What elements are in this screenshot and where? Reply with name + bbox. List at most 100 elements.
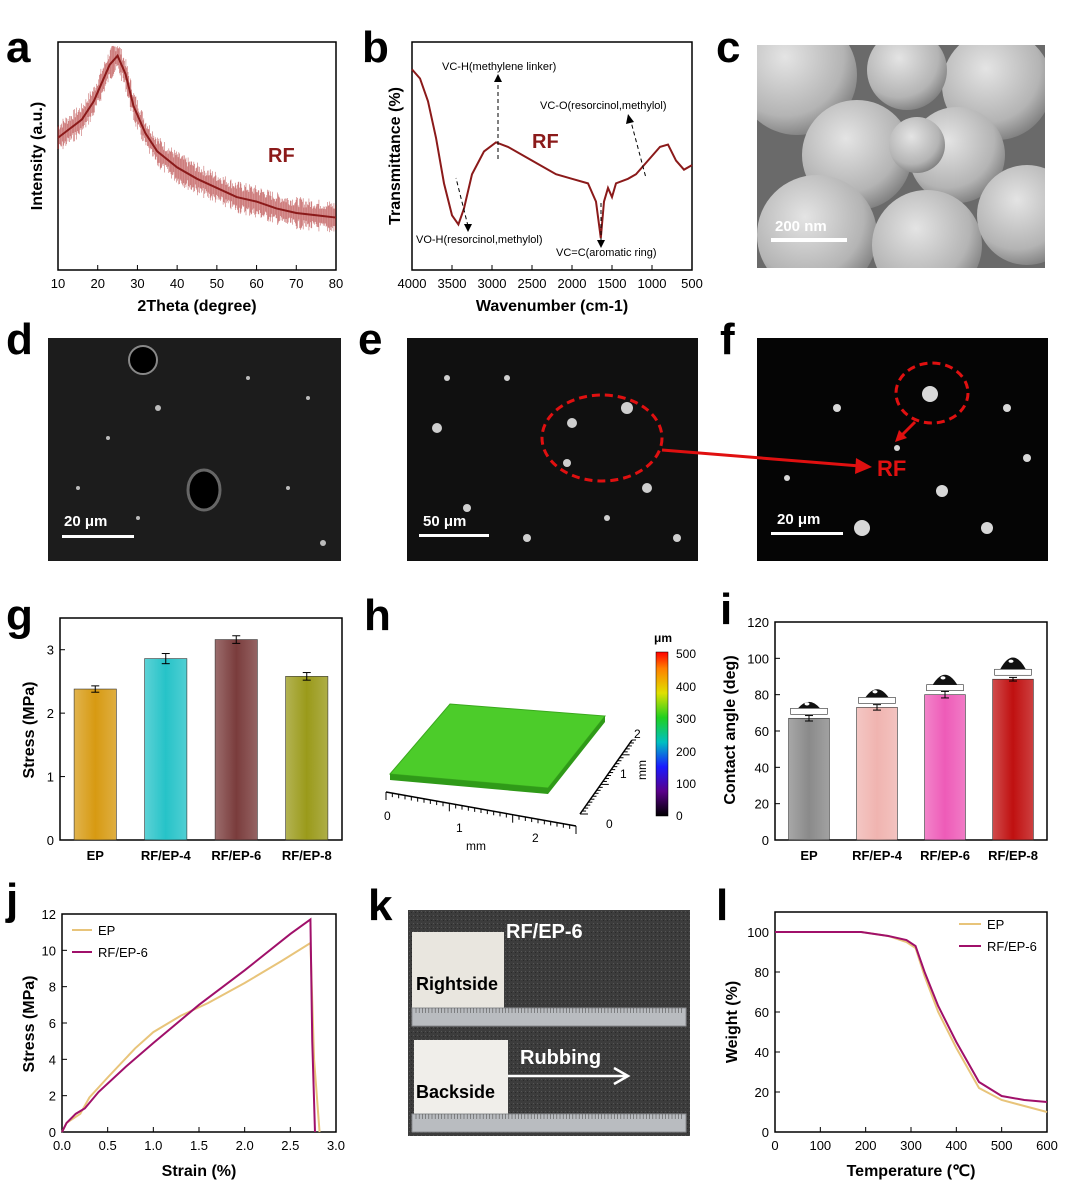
connector-arrow bbox=[661, 448, 872, 474]
x-tick-label: 30 bbox=[130, 276, 144, 291]
x-tick-label: 4000 bbox=[398, 276, 427, 291]
sample-rightside bbox=[412, 932, 504, 1008]
x-tick-label: 500 bbox=[681, 276, 703, 291]
panel-letter-k: k bbox=[368, 881, 393, 930]
y-tick-label: 40 bbox=[755, 1045, 769, 1060]
panel-letter-h: h bbox=[364, 591, 391, 640]
rf-label: RF bbox=[877, 456, 906, 481]
tga-chart: 0 100 200 300 400 500 600 0 20 40 60 80 100 EP RF/EP… bbox=[724, 911, 1058, 1180]
y-tick-label: 0 bbox=[762, 833, 769, 848]
x-tick-label: 3000 bbox=[478, 276, 507, 291]
y-axis-label: Contact angle (deg) bbox=[722, 655, 739, 804]
water-droplet bbox=[932, 674, 958, 685]
y-tick-label: 8 bbox=[49, 980, 56, 995]
plot-frame bbox=[411, 41, 693, 271]
y-tick-label: 12 bbox=[42, 907, 56, 922]
annotation-cc: VC=C(aromatic ring) bbox=[556, 247, 657, 259]
y-tick-label: 20 bbox=[755, 797, 769, 812]
panel-letter-g: g bbox=[6, 591, 33, 640]
x-tick-label: 3500 bbox=[438, 276, 467, 291]
water-droplet bbox=[798, 701, 820, 709]
droplet-highlight bbox=[804, 702, 810, 706]
sample-title: RF/EP-6 bbox=[506, 921, 583, 943]
xrd-noise bbox=[57, 45, 336, 233]
y-tick-label: 20 bbox=[755, 1085, 769, 1100]
x-tick: 1 bbox=[456, 821, 463, 835]
panel-letter-i: i bbox=[720, 585, 733, 634]
y-tick-label: 80 bbox=[755, 965, 769, 980]
contact-angle-bar-chart: EP RF/EP-4 RF/EP-6 RF/EP-8 020406080100120 … bbox=[722, 615, 1048, 863]
arrowhead bbox=[597, 240, 605, 248]
x-tick-label: 0.5 bbox=[99, 1138, 117, 1153]
y-tick-label: 2 bbox=[49, 1089, 56, 1104]
bar-rfep-8 bbox=[285, 676, 329, 841]
x-axis-label: Temperature (℃) bbox=[847, 1163, 976, 1180]
colorbar-tick: 0 bbox=[676, 809, 683, 823]
sem-image-rf: 200 nm bbox=[757, 45, 1045, 268]
arrowhead bbox=[464, 224, 472, 232]
legend-ep: EP bbox=[987, 917, 1004, 932]
series-line-ep bbox=[61, 941, 321, 1133]
y-tick-label: 60 bbox=[755, 724, 769, 739]
highlight-circle bbox=[540, 393, 664, 483]
y-axis-label: Stress (MPa) bbox=[21, 682, 38, 779]
y-axis-label: Weight (%) bbox=[724, 981, 741, 1063]
x-tick-label: 70 bbox=[289, 276, 303, 291]
x-category-label: RF/EP-6 bbox=[920, 848, 970, 863]
series-line-ep bbox=[775, 931, 1048, 1113]
colorbar bbox=[655, 651, 669, 817]
stress-strain-chart: 0.0 0.5 1.0 1.5 2.0 2.5 3.0 0 2 4 6 8 10 12 EP RF/EP-… bbox=[21, 907, 345, 1180]
bar-ep bbox=[73, 688, 117, 841]
bar-rfep-4 bbox=[144, 658, 188, 841]
ruler-bottom bbox=[411, 1113, 687, 1133]
panel-letter-a: a bbox=[6, 23, 31, 72]
arrowhead bbox=[494, 74, 502, 82]
substrate-strip bbox=[926, 684, 964, 691]
rightside-label: Rightside bbox=[416, 974, 498, 994]
panel-letter-j: j bbox=[6, 875, 19, 924]
colorbar-tick: 100 bbox=[676, 777, 696, 791]
scalebar bbox=[419, 534, 489, 537]
x-tick-label: 0.0 bbox=[53, 1138, 71, 1153]
droplet-highlight bbox=[1008, 659, 1014, 663]
x-tick-label: 2.5 bbox=[281, 1138, 299, 1153]
y-tick: 0 bbox=[606, 817, 613, 831]
x-tick-label: 1000 bbox=[638, 276, 667, 291]
arrowhead bbox=[895, 430, 907, 442]
plot-frame bbox=[59, 617, 343, 841]
scalebar-label: 20 μm bbox=[64, 513, 107, 530]
xrd-chart: RF 2Theta (degree) Intensity (a.u.) 10 20… bbox=[29, 41, 343, 315]
x-category-label: RF/EP-4 bbox=[141, 848, 192, 863]
y-tick-label: 40 bbox=[755, 760, 769, 775]
stress-bar-chart: EP RF/EP-4 RF/EP-6 RF/EP-8 0 1 2 3 Stress (MPa… bbox=[21, 617, 343, 863]
droplet-highlight bbox=[940, 676, 946, 680]
x-category-label: EP bbox=[800, 848, 818, 863]
y-tick-label: 1 bbox=[47, 770, 54, 785]
sem-image-rfep-high: RF 20 μm bbox=[757, 338, 1048, 561]
x-tick-label: 1.0 bbox=[144, 1138, 162, 1153]
series-line-rfep-6 bbox=[61, 917, 316, 1133]
y-tick-label: 0 bbox=[49, 1125, 56, 1140]
x-tick-label: 2500 bbox=[518, 276, 547, 291]
y-tick: 1 bbox=[620, 767, 627, 781]
x-tick-label: 100 bbox=[809, 1138, 831, 1153]
panel-letter-b: b bbox=[362, 23, 389, 72]
rubbing-arrowhead bbox=[613, 1066, 631, 1086]
substrate-strip bbox=[790, 708, 828, 715]
backside-label: Backside bbox=[416, 1082, 495, 1102]
annotation-ch: VC-H(methylene linker) bbox=[442, 61, 556, 73]
pointer-arrow bbox=[899, 420, 917, 438]
surface-plane bbox=[388, 703, 606, 789]
bar-rfep-4 bbox=[856, 707, 898, 841]
series-label-rf: RF bbox=[532, 131, 559, 153]
x-tick-label: 600 bbox=[1036, 1138, 1058, 1153]
bar-rfep-8 bbox=[992, 678, 1034, 841]
plot-frame bbox=[57, 41, 337, 271]
series-label-rf: RF bbox=[268, 145, 295, 167]
x-tick-label: 40 bbox=[170, 276, 184, 291]
legend-ep: EP bbox=[98, 923, 115, 938]
colorbar-tick: 200 bbox=[676, 745, 696, 759]
x-tick-label: 50 bbox=[210, 276, 224, 291]
annotation-oh: VO-H(resorcinol,methylol) bbox=[416, 234, 543, 246]
colorbar-tick: 400 bbox=[676, 680, 696, 694]
